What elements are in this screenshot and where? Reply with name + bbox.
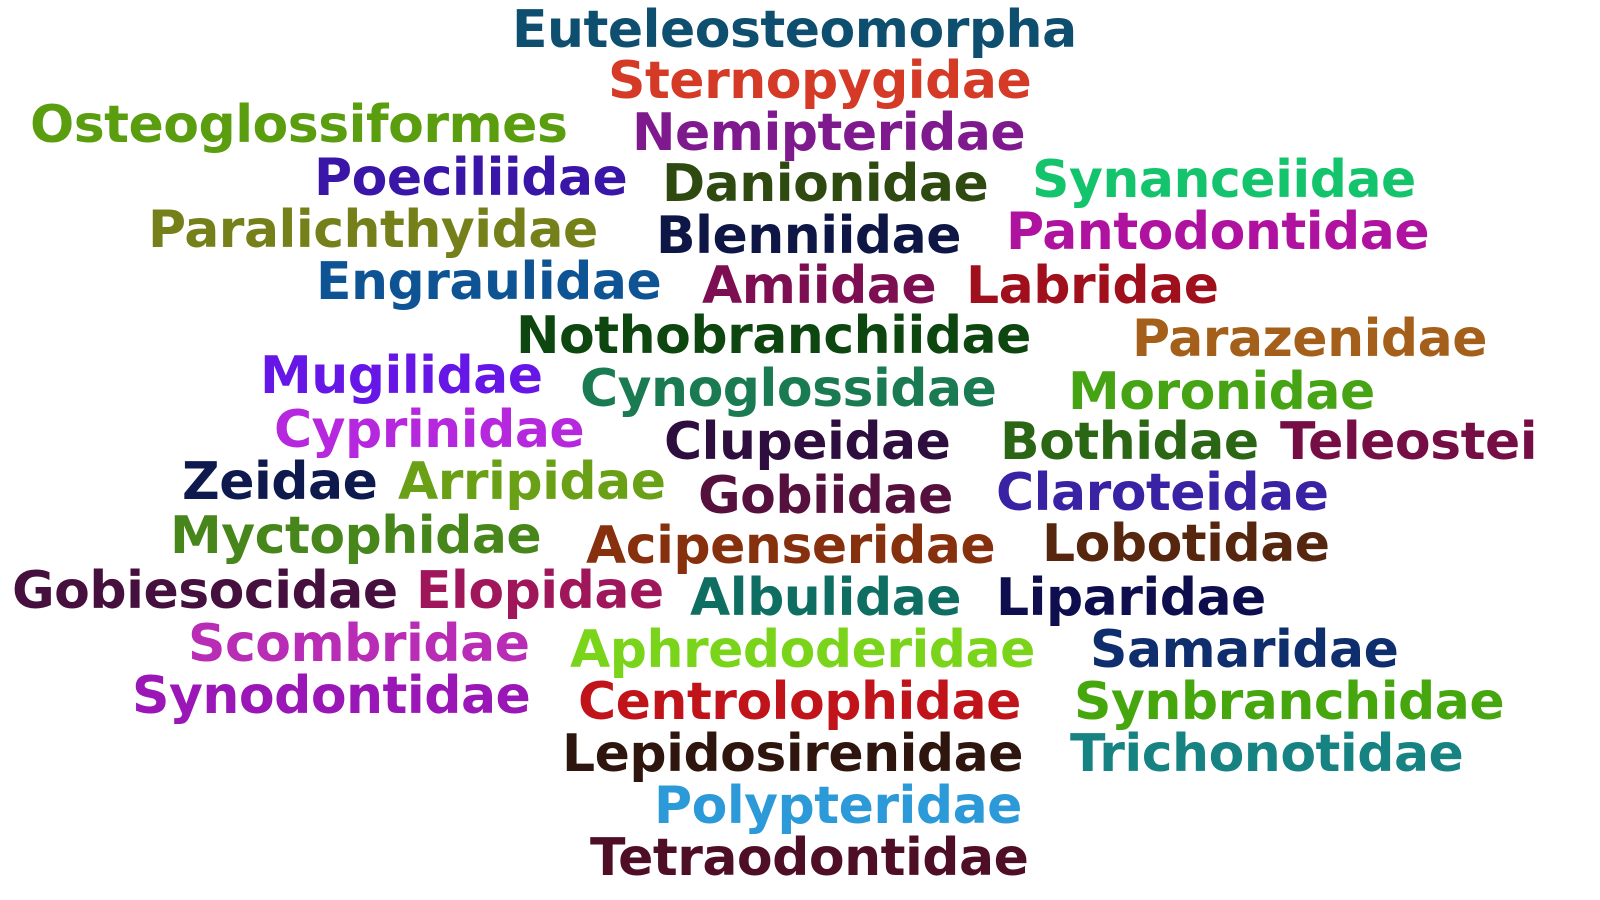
word-synanceiidae: Synanceiidae	[1032, 150, 1416, 210]
word-trichonotidae: Trichonotidae	[1070, 724, 1464, 784]
word-poeciliidae: Poeciliidae	[314, 148, 628, 208]
word-synbranchidae: Synbranchidae	[1074, 672, 1505, 732]
word-centrolophidae: Centrolophidae	[578, 672, 1021, 732]
word-engraulidae: Engraulidae	[316, 252, 662, 312]
word-gobiesocidae: Gobiesocidae	[12, 561, 398, 621]
word-tetraodontidae: Tetraodontidae	[590, 828, 1029, 888]
word-lepidosirenidae: Lepidosirenidae	[562, 724, 1024, 784]
word-amiidae: Amiidae	[702, 256, 937, 316]
word-claroteidae: Claroteidae	[996, 463, 1329, 523]
word-paralichthyidae: Paralichthyidae	[148, 200, 598, 260]
word-lobotidae: Lobotidae	[1042, 514, 1330, 574]
word-synodontidae: Synodontidae	[132, 666, 531, 726]
word-gobiidae: Gobiidae	[698, 466, 953, 526]
word-liparidae: Liparidae	[996, 568, 1266, 628]
word-bothidae: Bothidae	[1000, 412, 1259, 472]
word-polypteridae: Polypteridae	[654, 776, 1022, 836]
word-nemipteridae: Nemipteridae	[632, 103, 1026, 163]
word-scombridae: Scombridae	[188, 614, 530, 674]
word-samaridae: Samaridae	[1090, 620, 1399, 680]
word-teleostei: Teleostei	[1280, 412, 1538, 472]
word-blenniidae: Blenniidae	[656, 206, 962, 266]
word-acipenseridae: Acipenseridae	[586, 516, 996, 576]
word-euteleosteomorpha: Euteleosteomorpha	[512, 0, 1077, 60]
word-albulidae: Albulidae	[690, 568, 962, 628]
word-mugilidae: Mugilidae	[260, 346, 543, 406]
word-arripidae: Arripidae	[398, 452, 666, 512]
word-moronidae: Moronidae	[1068, 362, 1375, 422]
word-nothobranchiidae: Nothobranchiidae	[516, 306, 1031, 366]
word-parazenidae: Parazenidae	[1132, 309, 1488, 369]
word-cyprinidae: Cyprinidae	[274, 400, 585, 460]
word-osteoglossiformes: Osteoglossiformes	[30, 95, 568, 155]
word-sternopygidae: Sternopygidae	[608, 51, 1032, 111]
word-cynoglossidae: Cynoglossidae	[580, 359, 997, 419]
word-danionidae: Danionidae	[662, 154, 989, 214]
word-zeidae: Zeidae	[182, 452, 378, 512]
word-labridae: Labridae	[966, 256, 1219, 316]
word-pantodontidae: Pantodontidae	[1006, 202, 1430, 262]
word-elopidae: Elopidae	[416, 561, 664, 621]
word-aphredoderidae: Aphredoderidae	[570, 620, 1035, 680]
word-myctophidae: Myctophidae	[170, 506, 542, 566]
word-clupeidae: Clupeidae	[664, 412, 951, 472]
